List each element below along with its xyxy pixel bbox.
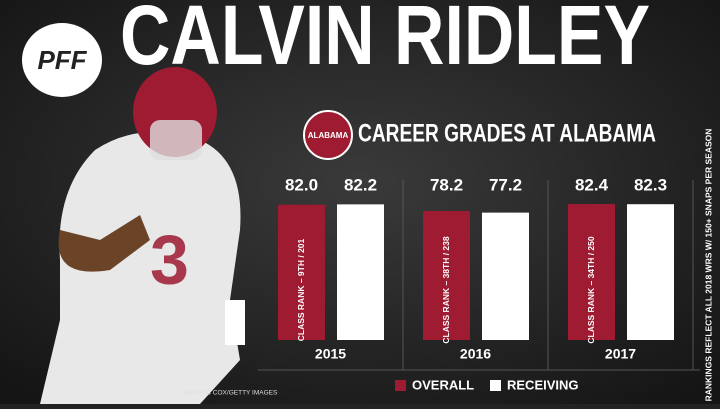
chart-subtitle: CAREER GRADES AT ALABAMA [358,120,656,148]
bar [423,210,470,340]
credit: KEVIN C COX/GETTY IMAGES [185,390,278,397]
bar-label: CLASS RANK – 9TH / 201 [296,238,306,341]
value-label: 82.2 [344,175,377,194]
bar [568,204,615,340]
team-logo-text: ALABAMA [308,131,349,140]
brand-logo [22,23,102,97]
bar-label: CLASS RANK – 38TH / 238 [441,236,451,343]
player-photo: 3 [40,67,245,404]
team-logo [303,110,353,160]
bar [337,204,384,340]
value-label: 82.3 [634,175,667,194]
value-label: 82.4 [575,175,609,194]
value-label: 82.0 [285,175,318,194]
bar [482,212,529,340]
brand: PFF [37,45,87,75]
legend-label: RECEIVING [507,377,579,392]
legend-swatch [395,380,406,391]
legend-swatch [490,380,501,391]
value-label: 78.2 [430,175,463,194]
bar [278,204,325,340]
side-note: RANKINGS REFLECT ALL 2018 WRS W/ 150+ SN… [703,129,713,402]
x-tick-label: 2016 [460,346,491,362]
value-label: 77.2 [489,175,522,194]
bar-label: CLASS RANK – 34TH / 250 [586,236,596,343]
bar [627,204,674,340]
x-tick-label: 2015 [315,346,346,362]
x-tick-label: 2017 [605,346,636,362]
svg-text:3: 3 [150,220,189,298]
legend-label: OVERALL [412,377,474,392]
chart-title: CALVIN RIDLEY [120,0,650,82]
